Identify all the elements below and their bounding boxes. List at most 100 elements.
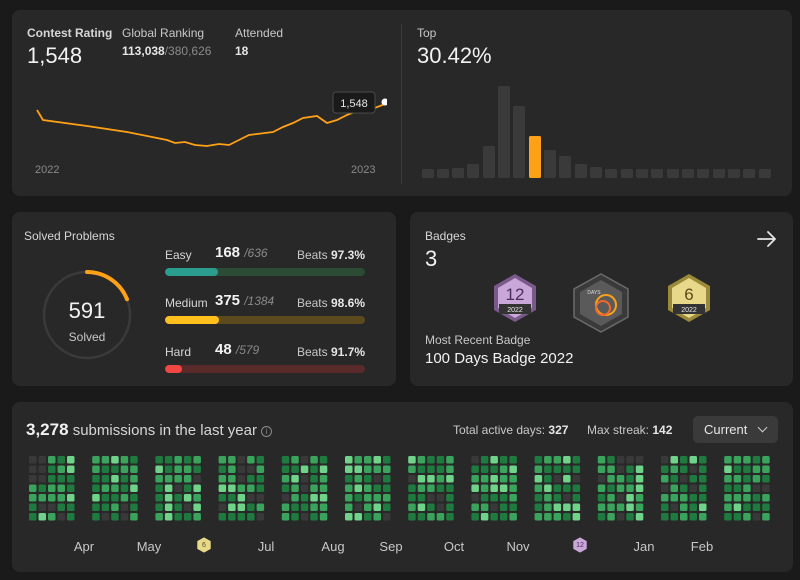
heatmap-cell [670,456,678,464]
heatmap-cell [247,503,255,511]
heatmap-cell [183,456,192,464]
heatmap-cell [383,503,391,511]
heatmap-cell [300,465,309,473]
heatmap-cell [345,503,353,511]
heatmap-cell [417,494,426,502]
heatmap-cell [417,513,426,521]
svg-text:2022: 2022 [507,307,523,314]
heatmap-cell [57,484,65,492]
chevron-down-icon [757,422,768,433]
heatmap-cell [383,456,391,464]
december-badge-icon[interactable]: 12 2022 [490,272,540,324]
heatmap-cell [480,513,489,521]
heatmap-cell [174,484,182,492]
heatmap-cell [48,503,56,511]
heatmap-cell [300,484,309,492]
heatmap-cell [635,475,644,483]
difficulty-medium[interactable]: Medium 375 /1384 Beats 98.6% [165,292,365,328]
heatmap-cell [553,503,562,511]
heatmap-cell [383,484,391,492]
heatmap-cell [427,475,435,483]
heatmap-cell [417,456,426,464]
rating-distribution-histogram[interactable] [417,70,777,180]
arrow-right-icon[interactable] [755,227,779,251]
heatmap-cell [281,484,290,492]
heatmap-cell [616,465,625,473]
svg-text:6: 6 [684,285,693,304]
heatmap-cell [762,465,770,473]
submission-heatmap[interactable] [12,456,793,536]
heatmap-cell [724,494,732,502]
heatmap-cell [626,503,634,511]
svg-text:DAYS: DAYS [587,290,601,296]
heatmap-cell [92,494,100,502]
heatmap-cell [67,465,75,473]
heatmap-cell [752,456,761,464]
heatmap-cell [626,475,634,483]
heatmap-cell [689,494,697,502]
heatmap-cell [383,475,391,483]
heatmap-cell [48,475,56,483]
heatmap-cell [471,503,479,511]
month-label: May [136,539,162,554]
heatmap-cell [408,503,416,511]
year-select-dropdown[interactable]: Current [693,416,778,443]
hist-bar [498,86,510,178]
heatmap-cell [427,465,435,473]
top-percent-value: 30.42% [417,43,492,68]
heatmap-cell [281,494,290,502]
hundred-days-badge-icon[interactable]: DAYS [570,272,632,334]
heatmap-cell [509,484,517,492]
heatmap-cell [408,475,416,483]
heatmap-cell [471,513,479,521]
heatmap-cell [164,456,173,464]
heatmap-cell [174,513,182,521]
heatmap-cell [670,465,678,473]
rating-history-chart[interactable]: 1,548 [27,90,387,160]
heatmap-cell [256,513,265,521]
heatmap-cell [408,456,416,464]
solved-ring[interactable] [42,270,132,360]
heatmap-cell [130,513,138,521]
contest-rating-label: Contest Rating [27,26,113,40]
heatmap-cell [237,494,246,502]
heatmap-cell [38,475,46,483]
difficulty-beats: Beats 97.3% [296,248,365,262]
heatmap-cell [408,465,416,473]
june-badge-icon[interactable]: 6 2022 [664,272,714,324]
heatmap-cell [509,503,517,511]
heatmap-cell [364,475,372,483]
heatmap-cell [607,494,615,502]
heatmap-cell [111,465,119,473]
info-icon[interactable]: i [260,426,272,437]
heatmap-cell [680,494,688,502]
heatmap-cell [48,513,56,521]
heatmap-cell [534,494,543,502]
heatmap-cell [553,456,562,464]
heatmap-cell [281,456,290,464]
heatmap-cell [699,456,707,464]
heatmap-cell [383,513,391,521]
heatmap-cell [155,513,163,521]
heatmap-cell [427,456,435,464]
difficulty-bar [165,365,365,373]
heatmap-cell [724,513,732,521]
heatmap-cell [699,475,707,483]
heatmap-cell [183,503,192,511]
heatmap-cell [544,513,552,521]
heatmap-cell [670,484,678,492]
heatmap-cell [689,456,697,464]
heatmap-cell [762,475,770,483]
difficulty-easy[interactable]: Easy 168 /636 Beats 97.3% [165,244,365,280]
heatmap-cell [427,484,435,492]
difficulty-hard[interactable]: Hard 48 /579 Beats 91.7% [165,341,365,377]
heatmap-cell [752,513,761,521]
heatmap-cell [534,513,543,521]
heatmap-cell [300,456,309,464]
heatmap-cell [446,494,454,502]
heatmap-cell [57,503,65,511]
heatmap-cell [164,513,173,521]
heatmap-cell [101,513,110,521]
submissions-card: 3,278 submissions in the last year i Tota… [12,402,793,572]
hist-bar [513,106,525,178]
